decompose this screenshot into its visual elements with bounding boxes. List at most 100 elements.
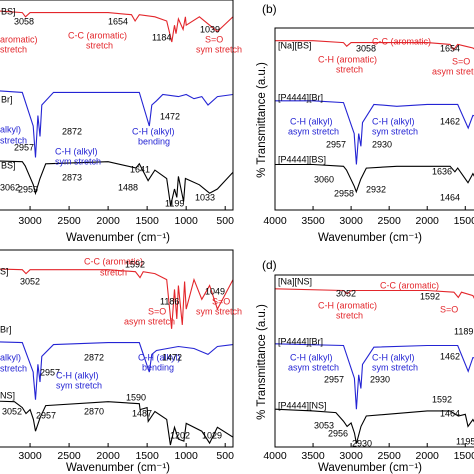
annotation: alkyl) [0, 124, 21, 134]
annotation: 1199 [165, 198, 184, 208]
annotation: 2956 [328, 428, 348, 438]
spectrum-line [0, 341, 233, 400]
x-tick-label: 1500 [454, 450, 474, 462]
annotation: 1488 [118, 182, 138, 192]
annotation: S=O [440, 304, 458, 314]
annotation: asym stretch [288, 126, 339, 136]
x-axis-label: Wavenumber (cm⁻¹) [318, 462, 422, 474]
annotation: asym stretch [288, 362, 339, 372]
annotation: asym stretch [124, 316, 175, 326]
annotation: 1472 [162, 352, 182, 362]
annotation: stretch [86, 40, 113, 50]
annotation: 1049 [205, 286, 225, 296]
y-axis-label: % Transmittance (a.u.) [256, 304, 268, 420]
axes-frame [0, 249, 234, 448]
x-tick-label: 1000 [174, 450, 198, 462]
annotation: C-H (alkyl) [290, 116, 333, 126]
plot-area [275, 288, 474, 444]
x-axis-label: Wavenumber (cm⁻¹) [66, 462, 170, 474]
x-tick-label: 3500 [301, 450, 325, 462]
annotation: sym stretch [372, 362, 418, 372]
spectrum-line [275, 408, 474, 444]
x-tick-label: 1000 [174, 215, 198, 227]
x-tick-label: 1500 [135, 215, 159, 227]
plot-area [275, 40, 474, 194]
annotation: 1039 [200, 24, 220, 34]
axes-frame [274, 274, 474, 448]
spectrum-line [0, 10, 233, 43]
annotation: [P4444][Br] [278, 336, 323, 346]
x-tick-label: 4000 [263, 450, 287, 462]
annotation: 3052 [2, 406, 22, 416]
x-tick-label: 1500 [135, 450, 159, 462]
axes-frame [274, 27, 474, 211]
x-tick-label: 3000 [339, 215, 363, 227]
annotation: S=O [452, 56, 470, 66]
annotation: 3058 [14, 16, 34, 26]
x-tick-label: 2000 [96, 215, 120, 227]
annotation: 1592 [420, 291, 440, 301]
annotation: sym stretch [196, 306, 242, 316]
x-tick-label: 1500 [454, 215, 474, 227]
annotation: [P4444][BS] [278, 154, 326, 164]
x-tick-label: 2500 [57, 215, 81, 227]
annotation: NS] [0, 390, 15, 400]
annotation: 1462 [440, 116, 460, 126]
panel-label: (d) [262, 258, 277, 272]
annotation: 1033 [195, 192, 215, 202]
annotation: bending [138, 136, 170, 146]
annotation: 1654 [440, 43, 460, 53]
spectrum-line [275, 40, 474, 51]
annotation: stretch [0, 363, 27, 373]
x-tick-label: 2500 [377, 450, 401, 462]
annotation: S] [0, 266, 9, 276]
annotation: 2870 [84, 406, 104, 416]
annotation: C-C (aromatic) [84, 256, 143, 266]
x-tick-label: 3500 [301, 215, 325, 227]
annotation: stretch [0, 135, 27, 145]
plot-area [0, 10, 233, 206]
panel-label: (b) [262, 2, 277, 16]
annotation: 2957 [326, 139, 346, 149]
x-tick-label: 2000 [416, 450, 440, 462]
y-axis-label: % Transmittance (a.u.) [256, 62, 268, 178]
x-tick-label: 3000 [18, 215, 42, 227]
annotation: sym stretch [372, 126, 418, 136]
annotation: 1592 [125, 259, 145, 269]
annotation: 1029 [202, 430, 222, 440]
annotation: stretch [100, 267, 127, 277]
x-tick-label: 500 [216, 215, 234, 227]
annotation: C-H (alkyl) [55, 146, 98, 156]
annotation: C-H (alkyl) [372, 352, 415, 362]
annotation: C-H (alkyl) [372, 116, 415, 126]
annotation: sym stretch [55, 156, 101, 166]
annotation: bending [142, 362, 174, 372]
annotation: [P4444][NS] [278, 400, 327, 410]
annotation: 2957 [36, 410, 56, 420]
annotation: alkyl) [0, 352, 21, 362]
annotation: C-C (aromatic) [68, 30, 127, 40]
annotation: 2930 [370, 374, 390, 384]
annotation: [Na][BS] [278, 40, 312, 50]
annotation: 1202 [170, 430, 190, 440]
annotation: 1464 [440, 192, 460, 202]
annotation: 3058 [356, 43, 376, 53]
spectrum-line [275, 100, 474, 165]
annotation: 3052 [20, 276, 40, 286]
x-tick-label: 3000 [18, 450, 42, 462]
annotation: [Na][NS] [278, 276, 312, 286]
annotation: 1487 [132, 408, 152, 418]
annotation: 2957 [324, 374, 344, 384]
x-axis-label: Wavenumber (cm⁻¹) [318, 232, 422, 244]
annotation: Br] [1, 94, 13, 104]
spectrum-line [275, 163, 474, 194]
x-tick-label: 2000 [416, 215, 440, 227]
annotation: C-H (aromatic) [318, 300, 377, 310]
annotation: S=O [212, 296, 230, 306]
x-tick-label: 4000 [263, 215, 287, 227]
annotation: BS] [1, 160, 16, 170]
annotation: 2873 [62, 172, 82, 182]
annotation: sym stretch [196, 44, 242, 54]
annotation: BS] [1, 6, 16, 16]
